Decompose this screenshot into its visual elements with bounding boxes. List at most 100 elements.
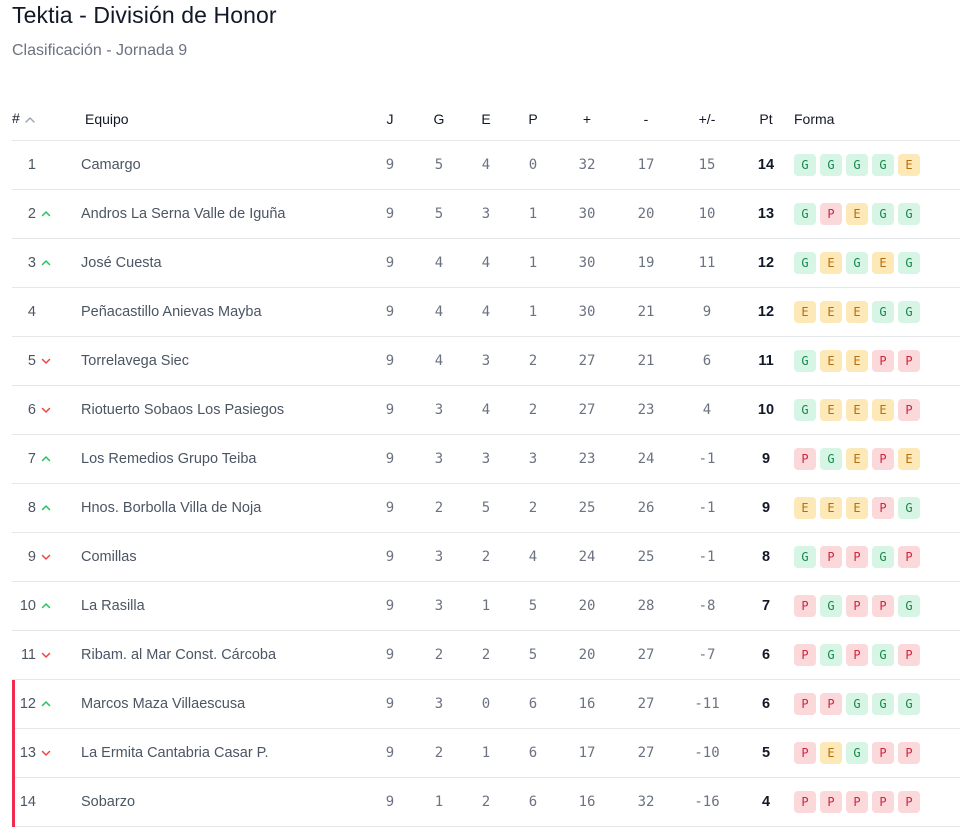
team-name[interactable]: José Cuesta bbox=[52, 238, 364, 288]
table-row[interactable]: 8 Hnos. Borbolla Villa de Noja 9 2 5 2 25 26 -1 9… bbox=[12, 483, 960, 533]
played-cell: 9 bbox=[364, 679, 416, 729]
goal-difference-cell: -16 bbox=[674, 777, 740, 827]
played-cell: 9 bbox=[364, 189, 416, 239]
form-badge-win: G bbox=[846, 252, 868, 274]
form-badge-win: G bbox=[820, 595, 842, 617]
standings-table: # Equipo J G E P + - +/- Pt Forma 1 Camar… bbox=[12, 98, 960, 827]
goals-against-cell: 21 bbox=[618, 287, 674, 337]
position-number: 2 bbox=[27, 206, 36, 222]
team-name[interactable]: Torrelavega Siec bbox=[52, 336, 364, 386]
column-header-lost[interactable]: P bbox=[510, 98, 556, 141]
team-name[interactable]: Los Remedios Grupo Teiba bbox=[52, 434, 364, 484]
position-cell: 14 bbox=[12, 777, 52, 827]
position-number: 12 bbox=[19, 696, 36, 712]
table-row[interactable]: 10 La Rasilla 9 3 1 5 20 28 -8 7 P G P P G bbox=[12, 581, 960, 631]
lost-cell: 1 bbox=[510, 189, 556, 239]
lost-cell: 2 bbox=[510, 336, 556, 386]
form-badge-draw: E bbox=[846, 448, 868, 470]
team-name[interactable]: Peñacastillo Anievas Mayba bbox=[52, 287, 364, 337]
played-cell: 9 bbox=[364, 728, 416, 778]
team-name[interactable]: Comillas bbox=[52, 532, 364, 582]
goals-for-cell: 24 bbox=[556, 532, 618, 582]
position-number: 11 bbox=[20, 647, 36, 663]
column-header-team[interactable]: Equipo bbox=[52, 98, 364, 141]
goals-against-cell: 27 bbox=[618, 679, 674, 729]
table-row[interactable]: 2 Andros La Serna Valle de Iguña 9 5 3 1 30 20 1… bbox=[12, 189, 960, 239]
position-cell: 9 bbox=[12, 532, 52, 582]
position-number: 9 bbox=[27, 549, 36, 565]
goals-for-cell: 25 bbox=[556, 483, 618, 533]
table-row[interactable]: 7 Los Remedios Grupo Teiba 9 3 3 3 23 24 -1 9 P G E P… bbox=[12, 434, 960, 484]
form-badge-win: G bbox=[846, 693, 868, 715]
goal-difference-cell: -10 bbox=[674, 728, 740, 778]
column-header-drawn[interactable]: E bbox=[462, 98, 510, 141]
team-name[interactable]: Camargo bbox=[52, 140, 364, 190]
points-cell: 12 bbox=[740, 238, 792, 288]
form-badge-loss: P bbox=[794, 791, 816, 813]
played-cell: 9 bbox=[364, 385, 416, 435]
column-header-points[interactable]: Pt bbox=[740, 98, 792, 141]
goals-for-cell: 20 bbox=[556, 630, 618, 680]
team-name[interactable]: Andros La Serna Valle de Iguña bbox=[52, 189, 364, 239]
table-row[interactable]: 4 Peñacastillo Anievas Mayba 9 4 4 1 30 21 9 12 E E… bbox=[12, 287, 960, 337]
goal-difference-cell: -1 bbox=[674, 532, 740, 582]
chevron-up-icon bbox=[24, 112, 36, 128]
trend-up-icon bbox=[40, 453, 52, 465]
table-row[interactable]: 1 Camargo 9 5 4 0 32 17 15 14 G G G G E bbox=[12, 140, 960, 190]
table-row[interactable]: 5 Torrelavega Siec 9 4 3 2 27 21 6 11 G E E P P bbox=[12, 336, 960, 386]
position-number: 10 bbox=[19, 598, 36, 614]
column-header-played[interactable]: J bbox=[364, 98, 416, 141]
table-row[interactable]: 9 Comillas 9 3 2 4 24 25 -1 8 G P P G P bbox=[12, 532, 960, 582]
column-header-goal-difference[interactable]: +/- bbox=[674, 98, 740, 141]
drawn-cell: 2 bbox=[462, 777, 510, 827]
team-name[interactable]: Hnos. Borbolla Villa de Noja bbox=[52, 483, 364, 533]
team-name[interactable]: Ribam. al Mar Const. Cárcoba bbox=[52, 630, 364, 680]
goals-for-cell: 30 bbox=[556, 189, 618, 239]
table-row[interactable]: 3 José Cuesta 9 4 4 1 30 19 11 12 G E G E G bbox=[12, 238, 960, 288]
form-badge-win: G bbox=[820, 154, 842, 176]
column-header-position[interactable]: # bbox=[12, 98, 52, 141]
form-badge-draw: E bbox=[846, 301, 868, 323]
table-row[interactable]: 14 Sobarzo 9 1 2 6 16 32 -16 4 P P P P P bbox=[12, 777, 960, 827]
table-row[interactable]: 13 La Ermita Cantabria Casar P. 9 2 1 6 17 27 -1… bbox=[12, 728, 960, 778]
played-cell: 9 bbox=[364, 434, 416, 484]
form-badge-win: G bbox=[898, 595, 920, 617]
form-badge-loss: P bbox=[872, 742, 894, 764]
goals-against-cell: 27 bbox=[618, 728, 674, 778]
form-badge-win: G bbox=[820, 448, 842, 470]
goal-difference-cell: -1 bbox=[674, 483, 740, 533]
position-cell: 8 bbox=[12, 483, 52, 533]
goals-against-cell: 27 bbox=[618, 630, 674, 680]
table-row[interactable]: 11 Ribam. al Mar Const. Cárcoba 9 2 2 5 20 27 -7… bbox=[12, 630, 960, 680]
position-number: 1 bbox=[27, 157, 36, 173]
form-badge-draw: E bbox=[820, 497, 842, 519]
form-badge-win: G bbox=[872, 644, 894, 666]
team-name[interactable]: Marcos Maza Villaescusa bbox=[52, 679, 364, 729]
won-cell: 4 bbox=[416, 238, 462, 288]
points-cell: 11 bbox=[740, 336, 792, 386]
won-cell: 4 bbox=[416, 336, 462, 386]
points-cell: 12 bbox=[740, 287, 792, 337]
goal-difference-cell: 11 bbox=[674, 238, 740, 288]
trend-down-icon bbox=[40, 551, 52, 563]
goal-difference-cell: -1 bbox=[674, 434, 740, 484]
team-name[interactable]: Riotuerto Sobaos Los Pasiegos bbox=[52, 385, 364, 435]
column-header-goals-against[interactable]: - bbox=[618, 98, 674, 141]
trend-down-icon bbox=[40, 649, 52, 661]
table-row[interactable]: 6 Riotuerto Sobaos Los Pasiegos 9 3 4 2 27 23 4 1… bbox=[12, 385, 960, 435]
team-name[interactable]: Sobarzo bbox=[52, 777, 364, 827]
drawn-cell: 1 bbox=[462, 581, 510, 631]
team-name[interactable]: La Ermita Cantabria Casar P. bbox=[52, 728, 364, 778]
goal-difference-cell: 6 bbox=[674, 336, 740, 386]
goals-against-cell: 20 bbox=[618, 189, 674, 239]
lost-cell: 1 bbox=[510, 238, 556, 288]
column-header-won[interactable]: G bbox=[416, 98, 462, 141]
team-name[interactable]: La Rasilla bbox=[52, 581, 364, 631]
table-row[interactable]: 12 Marcos Maza Villaescusa 9 3 0 6 16 27 -11 6 P P G… bbox=[12, 679, 960, 729]
form-badge-win: G bbox=[794, 399, 816, 421]
column-header-goals-for[interactable]: + bbox=[556, 98, 618, 141]
form-badge-win: G bbox=[872, 203, 894, 225]
